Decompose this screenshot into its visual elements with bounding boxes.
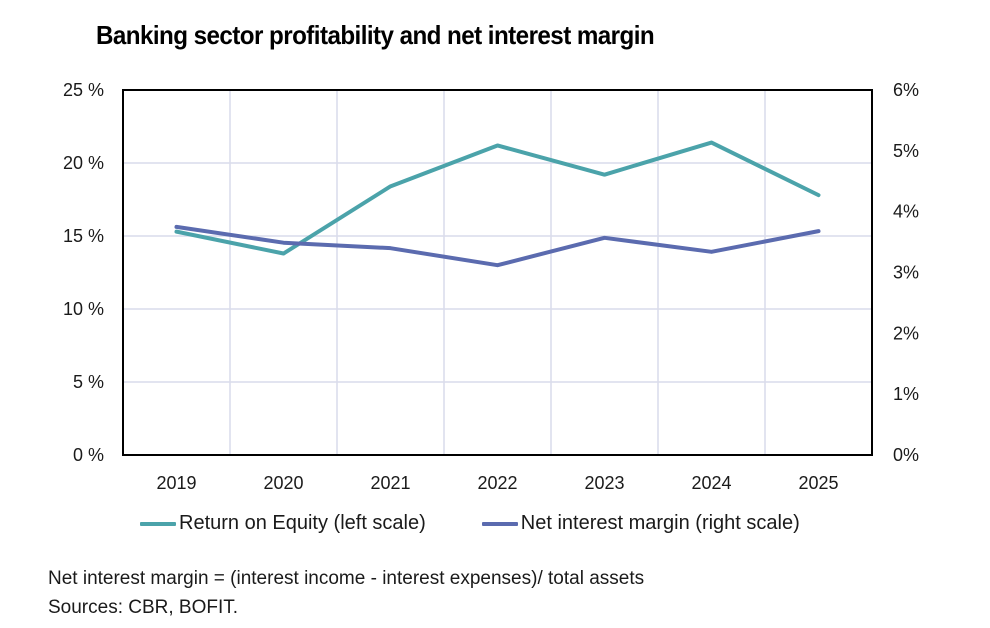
right-tick-label: 5% <box>893 141 919 161</box>
legend-swatch-roe <box>140 521 176 526</box>
right-tick-label: 2% <box>893 323 919 343</box>
series-lines <box>174 140 821 268</box>
footnote-sources: Sources: CBR, BOFIT. <box>48 597 239 618</box>
plot-frame <box>122 89 873 456</box>
left-tick-label: 5 % <box>73 372 104 392</box>
legend: Return on Equity (left scale) Net intere… <box>140 512 856 535</box>
left-tick-label: 15 % <box>63 226 104 246</box>
left-axis: 0 % 5 % 10 % 15 % 20 % 25 % <box>63 80 104 465</box>
x-tick-label: 2024 <box>691 473 731 493</box>
chart-title: Banking sector profitability and net int… <box>96 20 655 50</box>
left-tick-label: 20 % <box>63 153 104 173</box>
legend-label-roe: Return on Equity (left scale) <box>179 512 426 534</box>
right-tick-label: 0% <box>893 445 919 465</box>
x-axis: 2019 2020 2021 2022 2023 2024 2025 <box>156 473 838 493</box>
left-tick-label: 10 % <box>63 299 104 319</box>
right-tick-label: 1% <box>893 384 919 404</box>
right-tick-label: 3% <box>893 263 919 283</box>
footnote-definition: Net interest margin = (interest income -… <box>48 568 645 589</box>
x-tick-label: 2023 <box>584 473 624 493</box>
x-tick-label: 2025 <box>798 473 838 493</box>
series-line-roe <box>174 140 821 256</box>
legend-swatch-nim <box>481 521 518 526</box>
gridlines <box>123 89 872 456</box>
series-line-nim <box>174 224 821 268</box>
x-tick-label: 2022 <box>477 473 517 493</box>
legend-item-nim[interactable]: Net interest margin (right scale) <box>481 512 800 535</box>
x-tick-label: 2021 <box>370 473 410 493</box>
x-tick-label: 2020 <box>263 473 303 493</box>
right-tick-label: 6% <box>893 80 919 100</box>
legend-label-nim: Net interest margin (right scale) <box>520 512 800 534</box>
right-tick-label: 4% <box>893 202 919 222</box>
x-tick-label: 2019 <box>156 473 196 493</box>
left-tick-label: 25 % <box>63 80 104 100</box>
right-axis: 0% 1% 2% 3% 4% 5% 6% <box>893 80 919 465</box>
legend-item-roe[interactable]: Return on Equity (left scale) <box>140 512 426 535</box>
left-tick-label: 0 % <box>73 445 104 465</box>
